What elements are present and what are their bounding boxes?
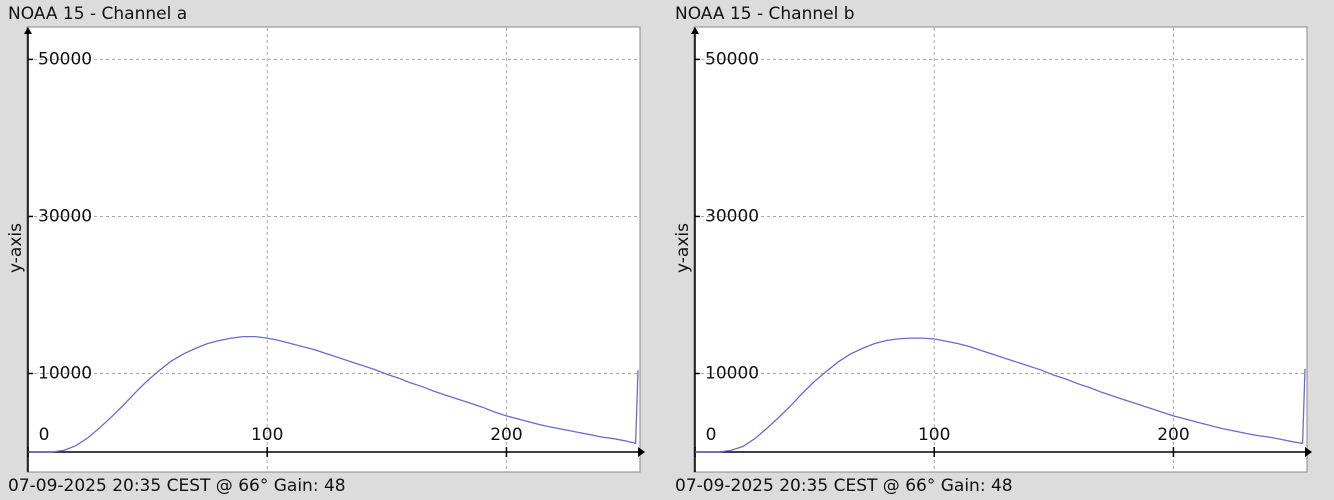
y-tick-label: 10000 bbox=[705, 363, 759, 383]
y-tick-label: 30000 bbox=[705, 206, 759, 226]
plot-area bbox=[693, 26, 1308, 473]
y-tick-label: 30000 bbox=[38, 206, 92, 226]
data-line bbox=[695, 337, 1306, 453]
x-tick-label: 0 bbox=[706, 425, 717, 445]
footer-text: 07-09-2025 20:35 CEST @ 66° Gain: 48 bbox=[675, 476, 1013, 496]
y-tick-label: 10000 bbox=[38, 363, 92, 383]
y-tick-label: 50000 bbox=[705, 49, 759, 69]
y-axis-label: y-axis bbox=[673, 223, 693, 273]
x-tick-label: 200 bbox=[1157, 425, 1189, 445]
footer-text: 07-09-2025 20:35 CEST @ 66° Gain: 48 bbox=[8, 476, 346, 496]
x-tick-label: 100 bbox=[918, 425, 950, 445]
y-tick-label: 50000 bbox=[38, 49, 92, 69]
y-axis-arrow bbox=[24, 27, 32, 34]
x-axis-arrow bbox=[1305, 447, 1312, 457]
plot-area bbox=[26, 26, 641, 473]
y-axis-arrow bbox=[691, 27, 699, 34]
chart-title: NOAA 15 - Channel b bbox=[675, 4, 855, 24]
x-tick-label: 200 bbox=[490, 425, 522, 445]
y-axis-label: y-axis bbox=[6, 223, 26, 273]
x-axis-arrow bbox=[638, 447, 645, 457]
chart-title: NOAA 15 - Channel a bbox=[8, 4, 187, 24]
x-tick-label: 100 bbox=[251, 425, 283, 445]
data-line bbox=[28, 335, 639, 453]
x-tick-label: 0 bbox=[39, 425, 50, 445]
